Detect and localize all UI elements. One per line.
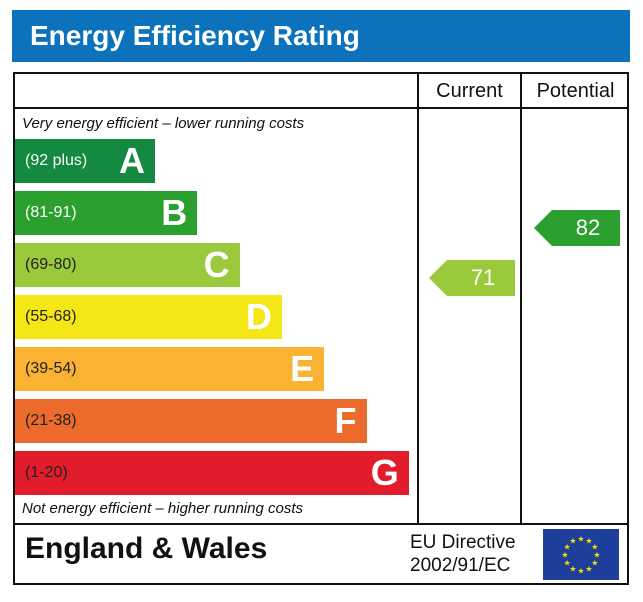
svg-text:★: ★ — [585, 564, 592, 573]
svg-text:★: ★ — [593, 551, 600, 560]
band-range: (92 plus) — [25, 152, 88, 169]
column-divider — [520, 72, 522, 524]
band-letter: G — [370, 452, 399, 493]
band-d: (55-68) D — [15, 295, 282, 339]
band-range: (21-38) — [25, 412, 77, 429]
potential-column-header: Potential — [536, 80, 615, 102]
svg-text:★: ★ — [564, 559, 571, 568]
band-f: (21-38) F — [15, 399, 367, 443]
chart-title: Energy Efficiency Rating — [12, 10, 630, 62]
band-letter: F — [334, 400, 357, 441]
band-e: (39-54) E — [15, 347, 325, 391]
band-c: (69-80) C — [15, 243, 240, 287]
current-rating-value: 71 — [470, 265, 496, 290]
band-range: (39-54) — [25, 360, 77, 377]
top-note: Very energy efficient – lower running co… — [22, 115, 305, 132]
band-a: (92 plus) A — [15, 139, 155, 183]
directive-line2: 2002/91/EC — [410, 555, 511, 576]
footer-divider — [13, 523, 629, 525]
band-range: (55-68) — [25, 308, 77, 325]
potential-rating-value: 82 — [575, 215, 601, 240]
svg-text:★: ★ — [585, 537, 592, 546]
band-g: (1-20) G — [15, 451, 409, 495]
band-range: (1-20) — [25, 464, 68, 481]
svg-text:★: ★ — [569, 564, 576, 573]
eu-directive: EU Directive 2002/91/EC — [410, 531, 516, 577]
current-rating-arrow: 71 — [429, 260, 515, 296]
header-divider — [13, 107, 629, 109]
band-b: (81-91) B — [15, 191, 198, 235]
band-letter: B — [161, 192, 188, 233]
directive-line1: EU Directive — [410, 532, 516, 553]
svg-text:★: ★ — [561, 551, 568, 560]
current-column-header: Current — [436, 80, 503, 102]
svg-text:★: ★ — [577, 567, 584, 576]
eu-flag-icon: ★ ★ ★ ★ ★ ★ ★ ★ ★ ★ ★ ★ — [543, 529, 619, 580]
band-letter: C — [203, 244, 230, 285]
svg-text:★: ★ — [577, 535, 584, 544]
band-letter: D — [245, 296, 272, 337]
band-range: (81-91) — [25, 204, 77, 221]
region-label: England & Wales — [25, 532, 268, 565]
svg-text:★: ★ — [569, 537, 576, 546]
rating-table — [13, 72, 629, 585]
bottom-note: Not energy efficient – higher running co… — [22, 500, 303, 517]
column-divider — [417, 72, 419, 524]
band-letter: E — [290, 348, 315, 389]
svg-text:★: ★ — [564, 543, 571, 552]
potential-rating-arrow: 82 — [534, 210, 620, 246]
svg-text:★: ★ — [591, 543, 598, 552]
band-range: (69-80) — [25, 256, 77, 273]
band-letter: A — [119, 140, 145, 181]
svg-text:★: ★ — [591, 559, 598, 568]
